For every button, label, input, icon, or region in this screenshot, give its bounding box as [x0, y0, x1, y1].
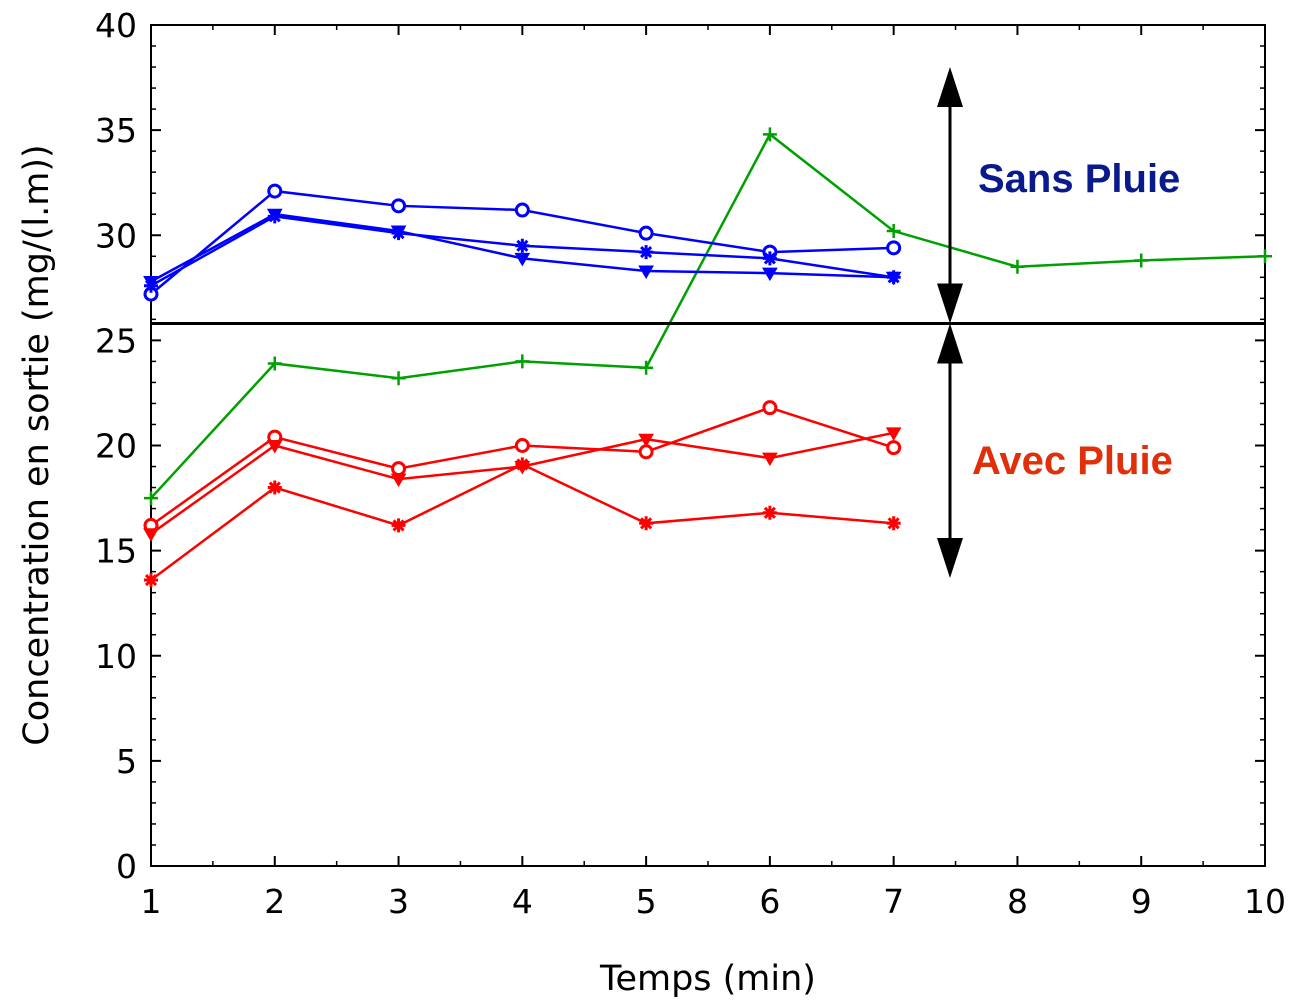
- x-tick-label: 3: [388, 882, 409, 921]
- data-point: [886, 240, 902, 256]
- y-tick-label: 20: [95, 427, 137, 466]
- data-point: [638, 265, 654, 279]
- series-layer: [143, 127, 1272, 588]
- data-point: [143, 528, 159, 542]
- annotation-layer: Sans Pluie Avec Pluie: [151, 67, 1265, 578]
- data-point: [266, 208, 283, 223]
- data-point: [638, 433, 654, 448]
- data-point: [514, 202, 530, 218]
- x-tick-label: 4: [512, 882, 533, 921]
- series-line: [150, 463, 894, 582]
- x-tick-label: 5: [636, 882, 657, 921]
- data-point: [885, 427, 902, 441]
- y-tick-label: 5: [116, 742, 137, 781]
- data-point: [1258, 249, 1272, 264]
- series-4: [143, 208, 902, 290]
- x-tick-label: 10: [1244, 882, 1286, 921]
- data-point: [639, 360, 654, 375]
- data-point: [514, 438, 530, 453]
- series-5: [143, 400, 902, 533]
- y-tick-label: 10: [95, 637, 137, 676]
- series-line: [150, 132, 1266, 499]
- data-point: [762, 452, 778, 467]
- series-7: [144, 457, 901, 588]
- y-tick-label: 15: [95, 532, 137, 571]
- data-point: [1010, 259, 1025, 274]
- data-point: [1134, 253, 1149, 268]
- data-point: [391, 461, 407, 477]
- y-axis-title: Concentration en sortie (mg/(l.m)): [17, 144, 57, 745]
- x-tick-label: 2: [264, 882, 285, 921]
- arrow-head-up: [937, 323, 963, 364]
- sans-pluie-arrow: [937, 67, 963, 324]
- arrow-head-down: [937, 283, 963, 324]
- data-point: [886, 440, 902, 456]
- data-point: [515, 238, 530, 253]
- data-point: [639, 245, 654, 260]
- sans-pluie-label: Sans Pluie: [978, 157, 1180, 201]
- data-point: [390, 473, 407, 488]
- data-point: [391, 198, 407, 214]
- y-tick-label: 30: [95, 216, 137, 255]
- data-point: [143, 276, 159, 290]
- series-1: [144, 127, 1272, 506]
- x-tick-label: 7: [883, 882, 904, 921]
- data-point: [267, 356, 282, 371]
- data-point: [762, 400, 778, 416]
- data-point: [144, 491, 158, 506]
- x-axis-title: Temps (min): [599, 959, 816, 999]
- y-tick-label: 40: [95, 6, 137, 45]
- data-point: [391, 371, 406, 386]
- x-axis: 1 2 3 4 5 6 7 8 9 10: [141, 25, 1286, 921]
- data-point: [390, 225, 407, 240]
- data-point: [514, 252, 531, 267]
- avec-pluie-label: Avec Pluie: [972, 439, 1173, 483]
- y-tick-label: 35: [95, 111, 137, 150]
- data-point: [515, 457, 530, 472]
- avec-pluie-arrow: [937, 323, 963, 578]
- x-tick-label: 1: [141, 882, 162, 921]
- data-point: [762, 267, 778, 282]
- arrow-head-up: [937, 67, 963, 107]
- data-point: [762, 127, 777, 142]
- x-tick-label: 9: [1131, 882, 1152, 921]
- data-point: [762, 505, 777, 520]
- data-point: [391, 518, 406, 533]
- data-point: [267, 480, 282, 495]
- data-point: [267, 183, 283, 199]
- data-point: [638, 225, 654, 241]
- data-point: [266, 440, 283, 454]
- y-tick-label: 0: [116, 847, 137, 886]
- data-point: [886, 516, 901, 531]
- data-point: [515, 354, 530, 369]
- y-axis: 0 5 10 15 20 25 30 35 40: [95, 6, 1265, 886]
- arrow-head-down: [937, 538, 963, 578]
- data-point: [144, 573, 158, 588]
- x-tick-label: 6: [759, 882, 780, 921]
- x-tick-label: 8: [1007, 882, 1028, 921]
- data-point: [639, 516, 654, 531]
- data-point: [886, 224, 901, 239]
- data-point: [638, 444, 654, 460]
- y-tick-label: 25: [95, 321, 137, 360]
- data-point: [885, 271, 902, 286]
- data-point: [762, 251, 777, 266]
